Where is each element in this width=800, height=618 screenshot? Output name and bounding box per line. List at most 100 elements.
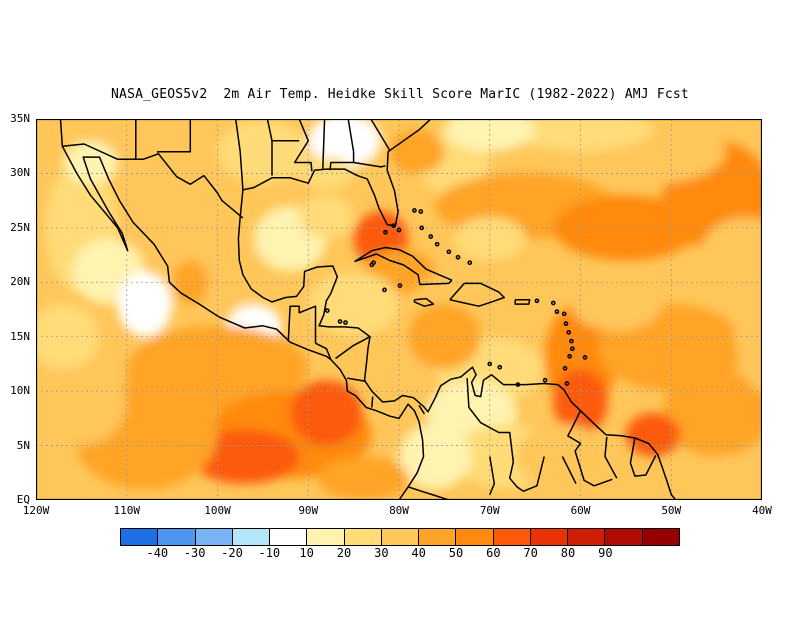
island-outline	[554, 309, 560, 315]
lon-label: 110W	[113, 504, 141, 517]
map-frame	[36, 119, 762, 500]
colorbar-label: -30	[183, 546, 206, 560]
lat-label: 5N	[16, 438, 30, 452]
lat-label: 20N	[10, 275, 30, 289]
island-outline	[324, 308, 330, 313]
island-outline	[487, 361, 493, 367]
island-outline	[428, 234, 434, 239]
lon-label: 100W	[204, 504, 231, 517]
island-outline	[564, 381, 570, 386]
island-outline	[582, 355, 588, 360]
lat-label: 30N	[10, 166, 30, 180]
lat-label: 25N	[10, 220, 30, 234]
skill-patch	[408, 304, 481, 370]
island-outline	[561, 311, 567, 317]
island-outline	[343, 320, 348, 325]
colorbar-swatch	[493, 529, 531, 545]
island-outline	[534, 298, 540, 304]
coastline-segment	[347, 377, 366, 383]
colorbar-label: 50	[448, 546, 464, 560]
coastline-segment	[567, 410, 613, 487]
colorbar-label: -20	[221, 546, 243, 560]
colorbar-swatch	[344, 529, 382, 545]
island-outline	[515, 382, 521, 387]
island-outline	[563, 321, 569, 327]
colorbar-swatch	[158, 529, 196, 545]
coastline-segment	[62, 143, 244, 219]
island-outline	[382, 287, 387, 293]
coastline-segment	[335, 336, 371, 360]
colorbar-label: 90	[598, 546, 613, 560]
skill-patch	[117, 271, 173, 337]
island-outline	[396, 227, 402, 233]
colorbar-label: 40	[411, 546, 426, 560]
coastline-segment	[407, 486, 450, 500]
skill-patch	[36, 358, 127, 446]
coastline-segment	[449, 282, 506, 307]
island-outline	[419, 225, 425, 231]
skill-patch	[299, 195, 354, 239]
island-outline	[455, 254, 461, 260]
skill-patch	[217, 119, 309, 185]
skill-patch	[399, 423, 472, 490]
skill-patch	[36, 434, 82, 500]
coastline-segment	[59, 119, 425, 500]
coastline-segment	[629, 437, 657, 477]
map-canvas	[36, 119, 762, 500]
island-outline	[397, 283, 403, 288]
colorbar	[120, 528, 680, 546]
coastline-segment	[287, 305, 317, 342]
colorbar-swatch	[121, 529, 159, 545]
coastline-segment	[418, 404, 426, 415]
lat-label: EQ	[16, 493, 30, 506]
island-outline	[467, 260, 473, 266]
coastline-segment	[370, 119, 391, 151]
coastline-segment	[234, 119, 432, 227]
coastline-segment	[413, 297, 435, 307]
island-outline	[337, 319, 343, 324]
colorbar-swatch	[605, 529, 643, 545]
colorbar-swatch	[381, 529, 420, 545]
lat-label: 15N	[10, 329, 30, 343]
island-outline	[569, 338, 574, 344]
lat-label: 10N	[10, 384, 30, 398]
skill-patch	[571, 276, 663, 332]
island-outline	[566, 330, 572, 335]
colorbar-label: 60	[486, 546, 501, 560]
coastline-segment	[293, 119, 313, 172]
island-outline	[434, 241, 440, 247]
island-outline	[418, 209, 424, 214]
coastline-segment	[322, 119, 326, 170]
lon-label: 40W	[752, 504, 772, 517]
colorbar-label: 10	[299, 546, 314, 560]
colorbar-label: 20	[336, 546, 352, 560]
coastline-segment	[514, 298, 531, 305]
colorbar-label: 70	[523, 546, 538, 560]
lon-label: 50W	[661, 504, 682, 517]
island-outline	[562, 365, 568, 371]
colorbar-swatch	[642, 529, 679, 545]
lon-label: 60W	[570, 504, 591, 517]
colorbar-swatch	[419, 529, 457, 545]
skill-patch	[317, 456, 409, 500]
coastline-segment	[489, 456, 496, 495]
coastline-segment	[604, 436, 618, 479]
colorbar-swatch	[568, 529, 606, 545]
lon-label: 70W	[479, 504, 500, 517]
island-outline	[542, 377, 548, 383]
colorbar-label: -10	[258, 546, 281, 560]
skill-patch	[199, 238, 254, 305]
island-outline	[383, 229, 388, 235]
colorbar-swatch	[232, 529, 271, 545]
skill-patch	[389, 129, 445, 174]
colorbar-swatch	[530, 529, 569, 545]
island-outline	[497, 364, 503, 370]
coastline-segment	[354, 246, 453, 286]
island-outline	[567, 353, 572, 359]
island-outline	[550, 300, 556, 306]
lon-label: 90W	[298, 504, 319, 517]
skill-patch	[308, 119, 381, 168]
colorbar-label: -40	[146, 546, 169, 560]
skill-patch	[734, 260, 762, 392]
colorbar-label: 30	[374, 546, 389, 560]
